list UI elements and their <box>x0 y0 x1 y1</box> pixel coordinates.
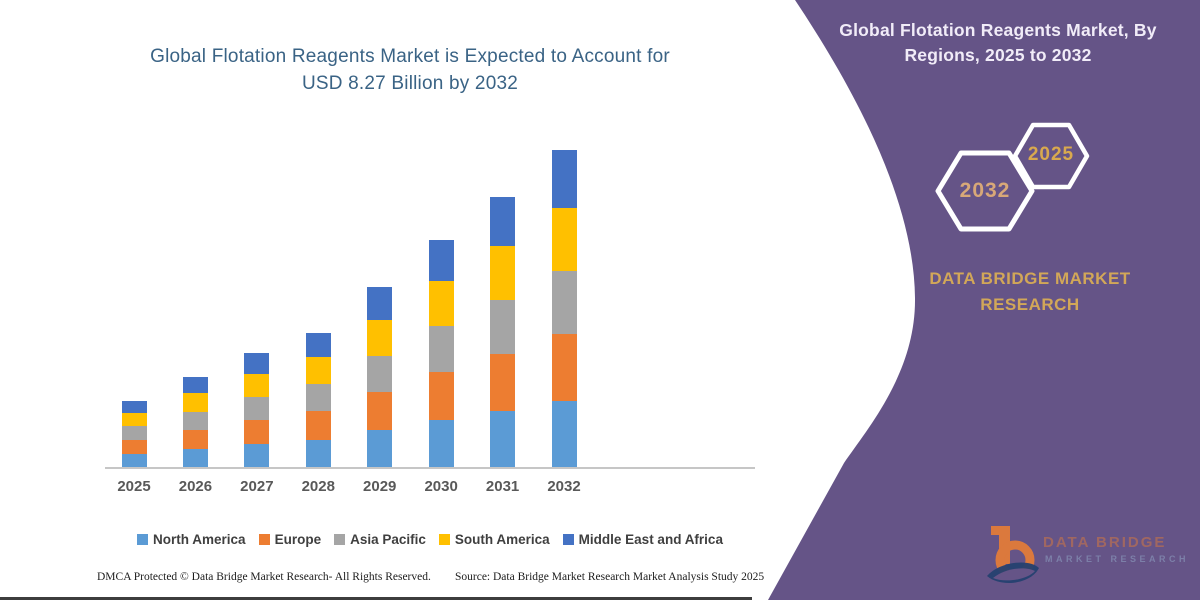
bar-segment-south-america-2026 <box>182 393 208 412</box>
purple-panel-shape <box>768 0 1200 600</box>
bar-segment-asia-pacific-2025 <box>121 426 147 440</box>
watermark-logo: DATA BRIDGE MARKET RESEARCH <box>985 520 1195 598</box>
bar-segment-middle-east-and-africa-2025 <box>121 400 147 413</box>
bar-segment-middle-east-and-africa-2030 <box>428 240 454 281</box>
brand-name-line1: DATA BRIDGE MARKET <box>929 269 1131 288</box>
brand-name-text: DATA BRIDGE MARKET RESEARCH <box>880 266 1180 317</box>
x-tick-2026: 2026 <box>178 478 213 495</box>
x-tick-2030: 2030 <box>424 478 458 495</box>
page-title: Global Flotation Reagents Market is Expe… <box>60 44 760 97</box>
bar-segment-asia-pacific-2030 <box>428 326 454 372</box>
bar-segment-middle-east-and-africa-2026 <box>182 376 208 394</box>
plot-area <box>105 130 755 468</box>
bar-segment-middle-east-and-africa-2031 <box>490 196 516 247</box>
legend-item-asia-pacific: Asia Pacific <box>334 532 426 547</box>
bar-segment-south-america-2028 <box>305 357 331 385</box>
brand-name-line2: RESEARCH <box>980 294 1080 314</box>
bar-2027 <box>244 353 270 468</box>
legend-swatch-north-america <box>137 534 149 545</box>
bar-segment-south-america-2030 <box>428 280 454 327</box>
x-tick-2028: 2028 <box>301 478 335 495</box>
bar-2031 <box>490 196 516 468</box>
bar-2025 <box>121 400 147 468</box>
legend-swatch-south-america <box>438 534 450 545</box>
bar-segment-europe-2025 <box>121 439 147 454</box>
watermark-brand-bottom: MARKET RESEARCH <box>1045 554 1190 564</box>
bar-segment-middle-east-and-africa-2032 <box>551 150 577 208</box>
bar-2030 <box>428 240 454 468</box>
bar-segment-north-america-2028 <box>305 439 331 468</box>
bar-segment-asia-pacific-2028 <box>305 384 331 412</box>
bar-segment-europe-2031 <box>490 354 516 412</box>
legend-item-north-america: North America <box>137 532 246 547</box>
x-tick-2025: 2025 <box>117 478 151 495</box>
legend-label-middle-east-and-africa: Middle East and Africa <box>578 532 723 547</box>
bar-segment-north-america-2032 <box>551 401 577 468</box>
x-tick-2031: 2031 <box>485 478 520 495</box>
watermark-brand-top: DATA BRIDGE <box>1043 534 1167 551</box>
bar-segment-asia-pacific-2031 <box>490 300 516 355</box>
bar-segment-north-america-2026 <box>182 448 208 468</box>
x-tick-2029: 2029 <box>363 478 397 495</box>
x-tick-2032: 2032 <box>547 478 581 495</box>
bar-segment-north-america-2031 <box>490 411 516 468</box>
bottom-divider-line <box>0 597 752 600</box>
hexagon-2025-outline <box>1012 122 1090 190</box>
page-title-line2: USD 8.27 Billion by 2032 <box>301 72 519 94</box>
x-tick-2027: 2027 <box>240 478 274 495</box>
legend-label-north-america: North America <box>153 532 246 547</box>
legend-item-europe: Europe <box>258 532 322 547</box>
page-title-line1: Global Flotation Reagents Market is Expe… <box>150 46 670 67</box>
data-bridge-logo-icon <box>987 526 1039 583</box>
bar-2026 <box>182 376 208 468</box>
legend-swatch-middle-east-and-africa <box>562 534 574 545</box>
legend-label-south-america: South America <box>454 532 550 547</box>
bar-segment-europe-2027 <box>244 419 270 444</box>
legend-label-asia-pacific: Asia Pacific <box>350 532 426 547</box>
footer-source-text: Source: Data Bridge Market Research Mark… <box>455 571 765 583</box>
bar-segment-south-america-2029 <box>367 319 393 356</box>
legend-swatch-asia-pacific <box>334 534 346 545</box>
x-axis-line <box>105 467 755 469</box>
bar-segment-europe-2032 <box>551 334 577 402</box>
bar-2028 <box>305 333 331 468</box>
bar-segment-middle-east-and-africa-2027 <box>244 353 270 374</box>
bar-segment-europe-2029 <box>367 392 393 430</box>
bar-2029 <box>367 287 393 468</box>
bar-segment-asia-pacific-2026 <box>182 411 208 430</box>
bar-segment-north-america-2025 <box>121 453 147 468</box>
bar-segment-south-america-2025 <box>121 412 147 427</box>
footer-dmca-text: DMCA Protected © Data Bridge Market Rese… <box>97 571 431 583</box>
hexagon-2032-label: 2032 <box>959 179 1011 202</box>
legend-label-europe: Europe <box>274 532 322 547</box>
bar-segment-asia-pacific-2032 <box>551 271 577 335</box>
bar-segment-europe-2028 <box>305 411 331 440</box>
bar-segment-south-america-2031 <box>490 246 516 301</box>
bar-segment-middle-east-and-africa-2028 <box>305 333 331 358</box>
bar-2032 <box>551 150 577 468</box>
bar-segment-asia-pacific-2027 <box>244 396 270 420</box>
bar-segment-north-america-2029 <box>367 430 393 468</box>
bar-segment-asia-pacific-2029 <box>367 355 393 392</box>
hexagon-2032-outline <box>935 150 1035 232</box>
legend-swatch-europe <box>258 534 270 545</box>
hexagon-2025-label: 2025 <box>1027 144 1075 165</box>
bar-segment-north-america-2027 <box>244 443 270 468</box>
bar-segment-north-america-2030 <box>428 420 454 468</box>
legend-item-south-america: South America <box>438 532 550 547</box>
bar-segment-europe-2026 <box>182 429 208 449</box>
bar-segment-middle-east-and-africa-2029 <box>367 287 393 320</box>
panel-title: Global Flotation Reagents Market, By Reg… <box>839 20 1157 66</box>
bar-segment-europe-2030 <box>428 372 454 420</box>
bar-segment-south-america-2027 <box>244 373 270 397</box>
legend-item-middle-east-and-africa: Middle East and Africa <box>562 532 723 547</box>
bar-segment-south-america-2032 <box>551 207 577 272</box>
chart-legend: North America Europe Asia Pacific South Ame… <box>85 532 775 547</box>
